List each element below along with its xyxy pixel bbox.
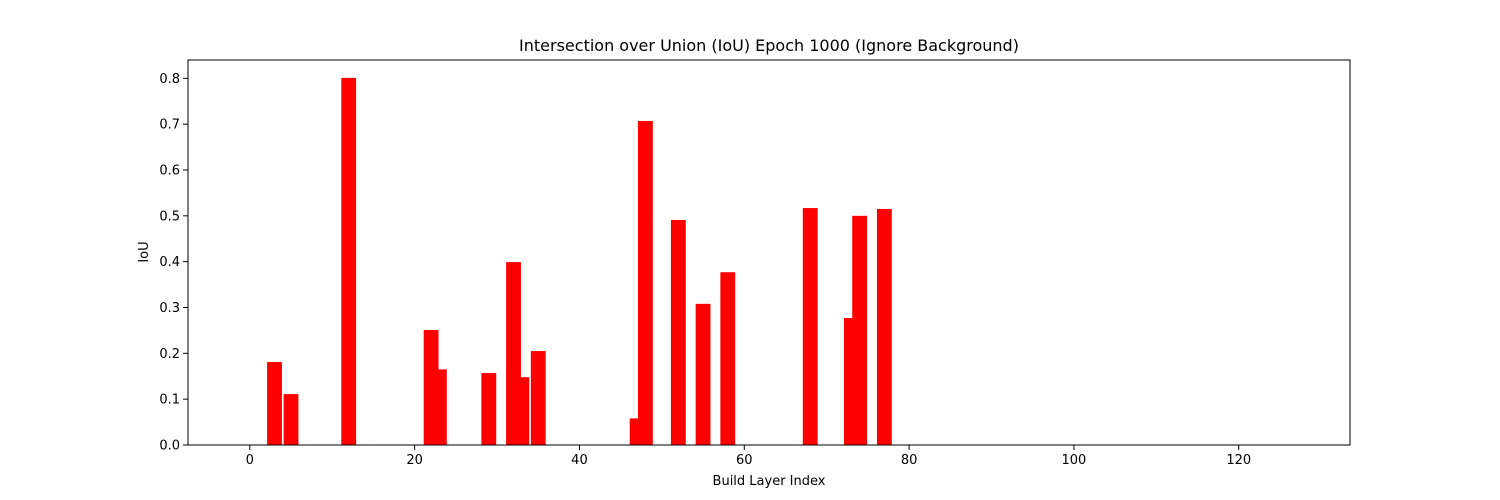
bar-layer-3: [267, 362, 282, 445]
x-tick-label: 80: [901, 453, 918, 468]
y-tick-label: 0.3: [159, 301, 180, 316]
bars-group: [267, 77, 892, 446]
bar-layer-58: [720, 272, 736, 445]
x-tick-label: 120: [1226, 453, 1251, 468]
plot-frame: [187, 59, 1351, 446]
y-tick-label: 0.8: [159, 72, 180, 87]
bar-layer-68: [802, 208, 818, 445]
y-tick-label: 0.0: [159, 439, 180, 454]
bar-layer-74: [852, 215, 868, 445]
x-axis: 0 20 40 60 80 100 120: [246, 445, 1251, 468]
x-tick-label: 100: [1062, 453, 1087, 468]
y-tick-label: 0.4: [159, 255, 180, 270]
x-tick-label: 40: [571, 453, 588, 468]
y-tick-label: 0.7: [159, 118, 180, 133]
bar-layer-29: [481, 373, 497, 445]
y-axis: 0.0 0.1 0.2 0.3 0.4 0.5 0.6 0.7 0.8: [159, 72, 188, 454]
bar-layer-23: [431, 369, 447, 446]
y-axis-label: IoU: [137, 241, 152, 262]
y-tick-label: 0.6: [159, 164, 180, 179]
x-tick-label: 0: [246, 453, 254, 468]
y-tick-label: 0.1: [159, 393, 180, 408]
bar-layer-48: [637, 120, 653, 446]
bar-layer-55: [695, 303, 711, 445]
bar-layer-5: [283, 394, 299, 446]
bar-layer-52: [670, 219, 686, 445]
x-tick-label: 20: [406, 453, 423, 468]
x-tick-label: 60: [736, 453, 753, 468]
y-tick-label: 0.2: [159, 347, 180, 362]
bar-layer-12: [341, 77, 357, 446]
bar-layer-33: [514, 377, 530, 445]
bar-layer-77: [876, 208, 892, 445]
bar-layer-35: [530, 351, 546, 445]
x-axis-label: Build Layer Index: [713, 474, 826, 489]
y-tick-label: 0.5: [159, 209, 180, 224]
chart-title: Intersection over Union (IoU) Epoch 1000…: [519, 36, 1019, 55]
